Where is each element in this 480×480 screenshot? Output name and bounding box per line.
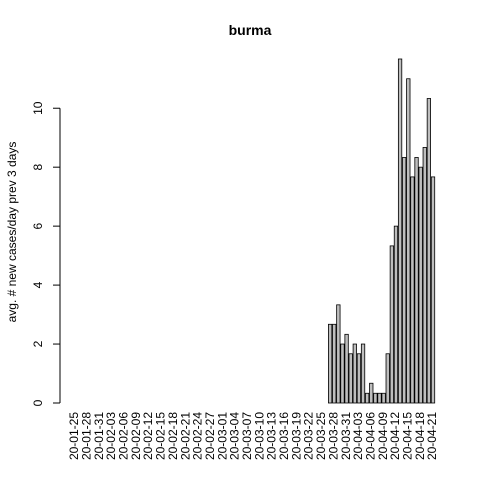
x-tick-label: 20-04-18 — [413, 412, 427, 460]
x-tick-label: 20-02-12 — [141, 412, 155, 460]
x-tick-label: 20-03-31 — [339, 412, 353, 460]
bar — [410, 176, 415, 404]
bar — [356, 353, 362, 404]
y-tick-label: 2 — [31, 340, 45, 347]
bar — [393, 225, 399, 404]
bar — [348, 353, 353, 404]
x-tick-label: 20-01-25 — [67, 412, 81, 460]
y-tick-label: 0 — [31, 399, 45, 406]
bar — [328, 323, 333, 404]
x-tick-label: 20-03-10 — [252, 412, 266, 460]
x-tick-label: 20-04-06 — [363, 412, 377, 460]
x-tick-label: 20-03-01 — [215, 412, 229, 460]
bar — [360, 343, 366, 404]
bar — [406, 78, 411, 404]
bar — [365, 392, 370, 404]
bar — [414, 157, 419, 404]
bar — [332, 323, 337, 404]
y-axis-label: avg. # new cases/day prev 3 days — [5, 142, 19, 323]
x-tick-label: 20-02-18 — [166, 412, 180, 460]
x-tick-label: 20-03-07 — [240, 412, 254, 460]
x-tick-label: 20-02-24 — [191, 412, 205, 460]
x-tick-label: 20-01-28 — [80, 412, 94, 460]
y-tick-label: 4 — [31, 281, 45, 288]
x-tick-label: 20-04-21 — [425, 412, 439, 460]
x-tick-label: 20-03-28 — [326, 412, 340, 460]
x-tick-label: 20-02-21 — [178, 412, 192, 460]
bar — [340, 343, 345, 404]
y-tick-label: 6 — [31, 222, 45, 229]
x-tick-label: 20-02-09 — [129, 412, 143, 460]
bar — [430, 176, 436, 404]
bar — [402, 157, 407, 404]
bar — [381, 392, 386, 404]
x-tick-label: 20-03-04 — [228, 412, 242, 460]
x-tick-label: 20-03-16 — [277, 412, 291, 460]
bar — [352, 343, 357, 404]
bar — [418, 166, 423, 404]
x-tick-label: 20-04-03 — [351, 412, 365, 460]
chart-title: burma — [229, 22, 272, 38]
x-tick-label: 20-04-15 — [400, 412, 414, 460]
x-tick-label: 20-04-09 — [376, 412, 390, 460]
bar — [369, 382, 374, 404]
bar — [344, 333, 349, 404]
x-tick-label: 20-03-13 — [265, 412, 279, 460]
bar — [426, 98, 431, 404]
y-tick-label: 10 — [31, 101, 45, 115]
x-tick-label: 20-02-03 — [104, 412, 118, 460]
x-tick-label: 20-03-22 — [302, 412, 316, 460]
x-tick-label: 20-01-31 — [92, 412, 106, 460]
x-tick-label: 20-02-06 — [117, 412, 131, 460]
x-tick-label: 20-02-15 — [154, 412, 168, 460]
x-tick-label: 20-03-19 — [289, 412, 303, 460]
bar — [336, 304, 341, 404]
bar — [373, 392, 378, 404]
bar — [385, 353, 390, 404]
x-tick-label: 20-02-27 — [203, 412, 217, 460]
y-tick-label: 8 — [31, 164, 45, 171]
x-tick-label: 20-04-12 — [388, 412, 402, 460]
bar — [397, 58, 403, 404]
bar — [389, 245, 394, 404]
x-tick-label: 20-03-25 — [314, 412, 328, 460]
bar — [377, 392, 382, 404]
bar — [422, 147, 427, 404]
